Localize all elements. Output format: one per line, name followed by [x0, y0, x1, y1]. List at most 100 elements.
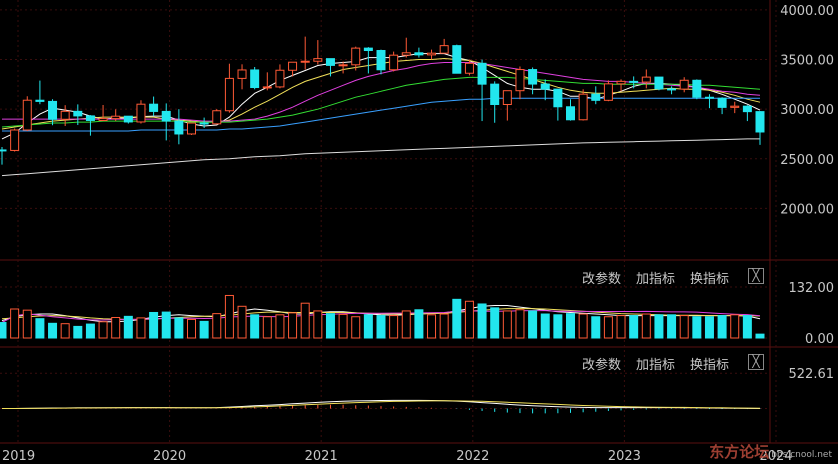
candle-body [136, 103, 146, 123]
volume-bar [313, 310, 323, 339]
candle-body [591, 93, 601, 101]
grid-lines [0, 0, 838, 444]
candlestick-series[interactable] [0, 36, 765, 165]
volume-bar [704, 316, 714, 339]
candle-body [616, 80, 626, 85]
candle-body [338, 64, 348, 67]
volume-bar [730, 314, 740, 339]
volume-bar [174, 317, 184, 339]
candle-body [717, 97, 727, 108]
candle-body [464, 62, 474, 74]
vol-modify-params-button[interactable]: 改参数 [582, 272, 622, 287]
candle-body [667, 88, 677, 91]
candle-body [401, 52, 411, 56]
x-tick-label: 2024 [759, 449, 792, 464]
candle-body [490, 83, 500, 105]
volume-bar [667, 314, 677, 339]
candle-body [553, 88, 563, 108]
volume-bar [616, 315, 626, 339]
price-tick-label: 4000.00 [780, 4, 834, 19]
candle-body [85, 115, 95, 121]
candle-body [439, 45, 449, 54]
vol-close-icon[interactable]: ╳ [748, 268, 764, 284]
volume-bar [629, 315, 639, 339]
volume-bar [692, 316, 702, 339]
volume-bar [566, 313, 575, 339]
volume-bar [591, 316, 601, 339]
volume-bar [60, 323, 70, 339]
volume-bar [477, 303, 487, 339]
watermark-logo: 东方论坛 bbs.cnool.net [709, 441, 832, 462]
candle-body [704, 96, 714, 99]
candle-body [603, 83, 613, 101]
candle-body [730, 105, 740, 108]
macd-add-indicator-button[interactable]: 加指标 [636, 358, 676, 373]
volume-bar [389, 315, 399, 339]
volume-bars[interactable] [0, 294, 765, 339]
volume-bar [250, 314, 260, 339]
volume-bar [717, 315, 727, 339]
candle-body [250, 69, 260, 89]
candle-body [98, 118, 108, 121]
candle-body [629, 80, 639, 83]
volume-bar [742, 315, 752, 339]
watermark-url: bbs.cnool.net [771, 450, 832, 460]
candle-body [187, 122, 196, 135]
macd-tick-label: 522.61 [789, 367, 835, 382]
candle-body [73, 110, 83, 117]
candle-body [262, 86, 272, 89]
volume-bar [187, 318, 196, 339]
axis-labels: 4000.00 3500.00 3000.00 2500.00 2000.00 132.0… [2, 4, 834, 464]
candle-body [224, 77, 234, 112]
candle-body [35, 99, 45, 102]
volume-bar [212, 313, 222, 339]
macd-dea-line [2, 400, 761, 409]
volume-bar [528, 310, 538, 339]
x-tick-label: 2022 [456, 449, 489, 464]
volume-bar [490, 307, 500, 339]
volume-bar [123, 315, 133, 339]
macd-modify-params-button[interactable]: 改参数 [582, 358, 622, 373]
candle-body [363, 47, 373, 52]
candle-body [515, 69, 525, 92]
volume-bar [578, 313, 588, 339]
macd-close-icon[interactable]: ╳ [748, 354, 764, 370]
candle-body [161, 110, 171, 122]
x-tick-label: 2020 [153, 449, 186, 464]
candle-body [325, 58, 335, 66]
vol-add-indicator-button[interactable]: 加指标 [636, 272, 676, 287]
volume-bar [224, 294, 234, 339]
vol-switch-indicator-button[interactable]: 换指标 [690, 272, 730, 287]
volume-bar [553, 314, 563, 339]
ma-line-ma250 [1, 138, 760, 177]
candle-body [427, 52, 437, 56]
candle-body [10, 129, 20, 151]
candle-body [123, 115, 133, 123]
candle-body [502, 90, 512, 105]
volume-bar [641, 313, 651, 339]
volume-bar [275, 314, 285, 339]
candle-body [566, 106, 575, 121]
volume-bar [464, 300, 474, 339]
volume-bar [351, 316, 361, 339]
volume-bar [427, 314, 437, 339]
volume-bar [401, 310, 411, 339]
candle-body [351, 47, 361, 66]
volume-tick-label: 132.00 [789, 281, 835, 296]
x-tick-label: 2021 [305, 449, 338, 464]
candle-body [288, 61, 298, 71]
candle-body [48, 100, 58, 120]
volume-bar [679, 315, 689, 339]
candle-body [692, 79, 702, 98]
candle-body [212, 110, 222, 125]
candle-body [174, 120, 184, 135]
volume-bar [325, 313, 335, 339]
volume-bar [85, 323, 95, 339]
candle-body [149, 103, 159, 112]
macd-switch-indicator-button[interactable]: 换指标 [690, 358, 730, 373]
volume-bar [111, 317, 121, 339]
price-tick-label: 2500.00 [780, 153, 834, 168]
volume-bar [338, 313, 348, 339]
volume-bar [300, 302, 310, 339]
